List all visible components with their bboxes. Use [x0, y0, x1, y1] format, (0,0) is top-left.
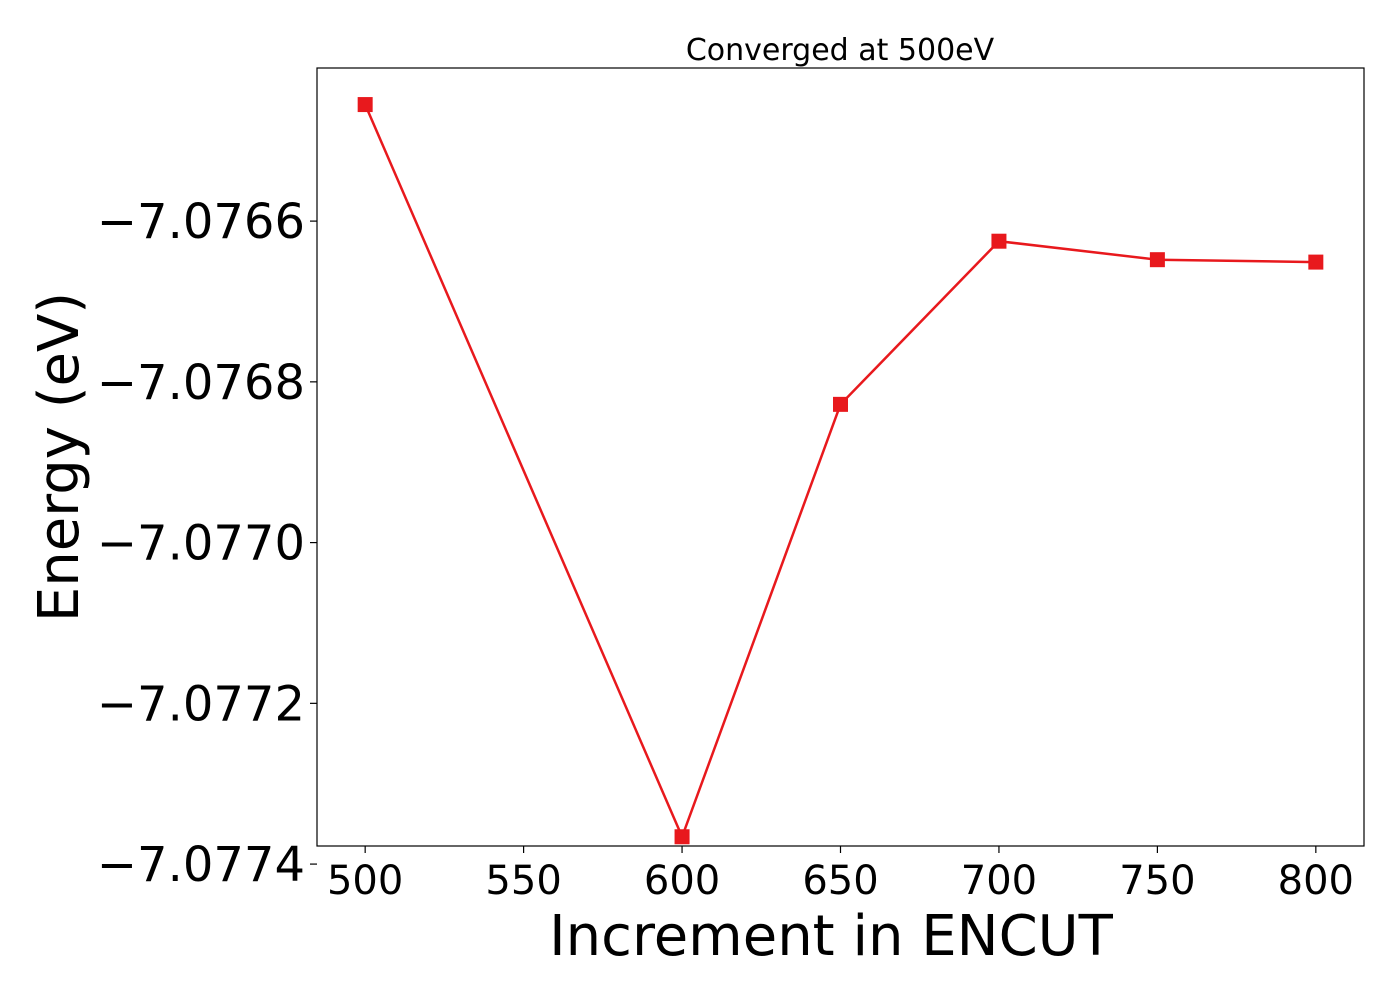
y-tick-label: −7.0768 [97, 355, 305, 411]
y-axis-label: Energy (eV) [27, 292, 92, 622]
data-point-marker [357, 97, 373, 113]
chart-title: Converged at 500eV [686, 33, 995, 68]
series-line [364, 104, 1316, 841]
y-tick-label: −7.0772 [97, 676, 305, 732]
y-tick-label: −7.0766 [97, 194, 305, 250]
y-tick-label: −7.0774 [97, 837, 305, 893]
data-point-marker [833, 396, 848, 412]
data-point-marker [1149, 252, 1165, 268]
x-axis-label: Increment in ENCUT [549, 904, 1114, 969]
y-tick-label: −7.0770 [97, 516, 305, 572]
x-tick-label: 600 [644, 858, 720, 904]
data-point-marker [674, 829, 690, 845]
series-layer [357, 97, 1324, 845]
x-tick-label: 800 [1278, 858, 1354, 904]
x-tick-label: 500 [327, 858, 403, 904]
x-tick-label: 750 [1119, 858, 1195, 904]
x-tick-label: 650 [802, 858, 878, 904]
ticks-layer: 500 550 600 650 700 750 800 −7.0766 −7.0768 −7.07… [97, 194, 1354, 904]
plot-frame [316, 67, 1365, 847]
x-tick-label: 700 [961, 858, 1037, 904]
x-tick-label: 550 [485, 858, 561, 904]
data-point-marker [1308, 254, 1324, 270]
data-point-marker [991, 233, 1007, 249]
